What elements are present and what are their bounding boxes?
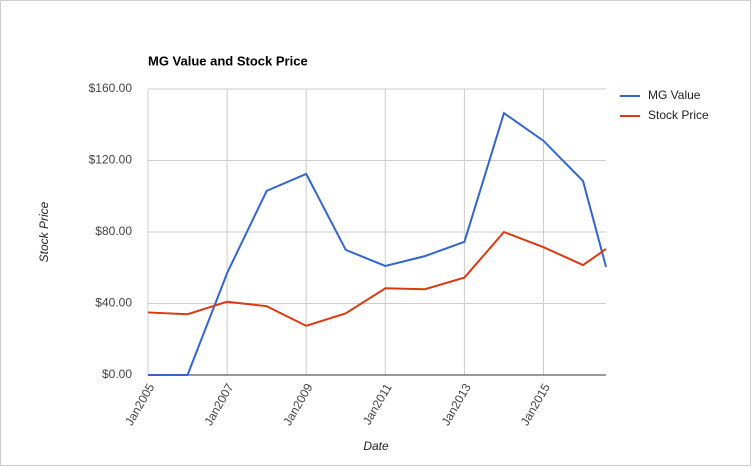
chart-title: MG Value and Stock Price	[148, 53, 308, 68]
y-tick-label: $40.00	[95, 296, 132, 310]
y-tick-label: $120.00	[89, 153, 133, 167]
legend-label: Stock Price	[648, 108, 709, 122]
legend-label: MG Value	[648, 88, 701, 102]
y-tick-label: $0.00	[102, 367, 132, 381]
x-axis-title: Date	[363, 439, 389, 453]
y-axis-title: Stock Price	[37, 201, 51, 262]
y-tick-label: $160.00	[89, 81, 133, 95]
data-line	[148, 111, 607, 376]
data-line	[147, 230, 607, 327]
y-tick-label: $80.00	[95, 224, 132, 238]
